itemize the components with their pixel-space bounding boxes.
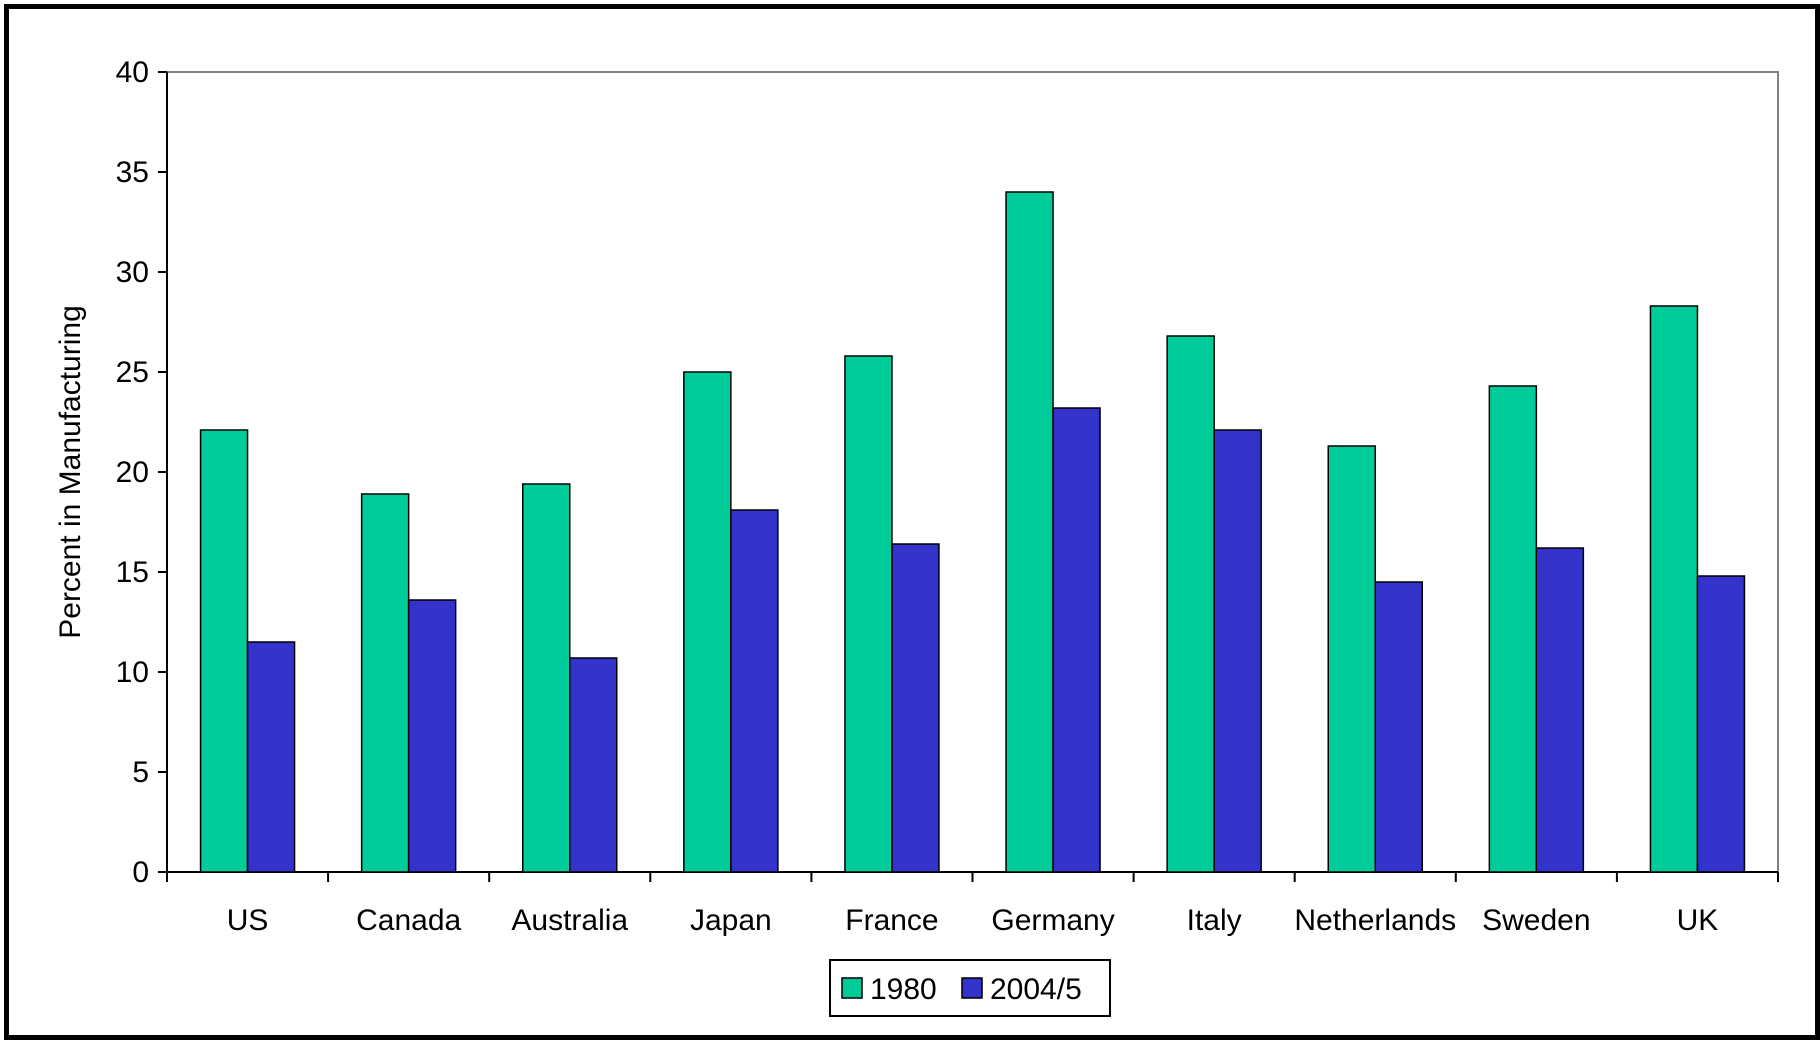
x-tick-label: US xyxy=(227,904,269,937)
bar-1980-sweden xyxy=(1488,385,1538,873)
bar-2004-5-italy xyxy=(1213,429,1262,873)
y-tick-label: 30 xyxy=(116,256,149,289)
y-tick-label: 25 xyxy=(116,356,149,389)
bar-1980-us xyxy=(199,429,249,873)
x-tick-label: France xyxy=(845,904,938,937)
y-tick-label: 5 xyxy=(132,756,149,789)
y-tick-label: 20 xyxy=(116,456,149,489)
x-tick-label: Italy xyxy=(1187,904,1242,937)
y-tick-label: 35 xyxy=(116,156,149,189)
bar-2004-5-japan xyxy=(730,509,779,873)
y-axis-title: Percent in Manufacturing xyxy=(54,305,87,639)
bar-2004-5-australia xyxy=(569,657,618,873)
x-axis: US Canada Australia Japan France Germany Italy… xyxy=(166,871,1779,937)
x-tick-label: Sweden xyxy=(1482,904,1590,937)
x-tick-label: Canada xyxy=(356,904,461,937)
bar-1980-netherlands xyxy=(1327,445,1376,873)
bar-1980-uk xyxy=(1649,305,1699,873)
bar-1980-australia xyxy=(522,483,571,873)
bar-1980-italy xyxy=(1166,335,1215,873)
legend: 1980 2004/5 xyxy=(829,959,1111,1017)
x-tick-label: Australia xyxy=(511,904,628,937)
bars xyxy=(199,191,1746,873)
y-tick-label: 15 xyxy=(116,556,149,589)
y-axis: 0 5 10 15 20 25 30 35 40 xyxy=(116,56,168,889)
x-tick-label: Japan xyxy=(690,904,772,937)
legend-swatch xyxy=(961,977,983,999)
x-tick-label: UK xyxy=(1677,904,1719,937)
bar-2004-5-sweden xyxy=(1535,547,1585,873)
y-tick-label: 40 xyxy=(116,56,149,89)
legend-label: 2004/5 xyxy=(990,973,1082,1006)
bar-2004-5-uk xyxy=(1696,575,1746,873)
x-tick-label: Netherlands xyxy=(1294,904,1456,937)
bar-2004-5-us xyxy=(246,641,296,873)
x-tick-label: Germany xyxy=(991,904,1114,937)
legend-label: 1980 xyxy=(870,973,937,1006)
y-tick-label: 10 xyxy=(116,656,149,689)
bar-2004-5-canada xyxy=(407,599,457,873)
bar-2004-5-france xyxy=(891,543,940,873)
bar-1980-france xyxy=(844,355,893,873)
bar-1980-germany xyxy=(1005,191,1054,873)
bar-2004-5-netherlands xyxy=(1374,581,1423,873)
legend-swatch xyxy=(841,977,863,999)
bar-2004-5-germany xyxy=(1052,407,1101,873)
y-tick-label: 0 xyxy=(132,856,149,889)
bar-1980-japan xyxy=(683,371,732,873)
bar-1980-canada xyxy=(360,493,410,873)
